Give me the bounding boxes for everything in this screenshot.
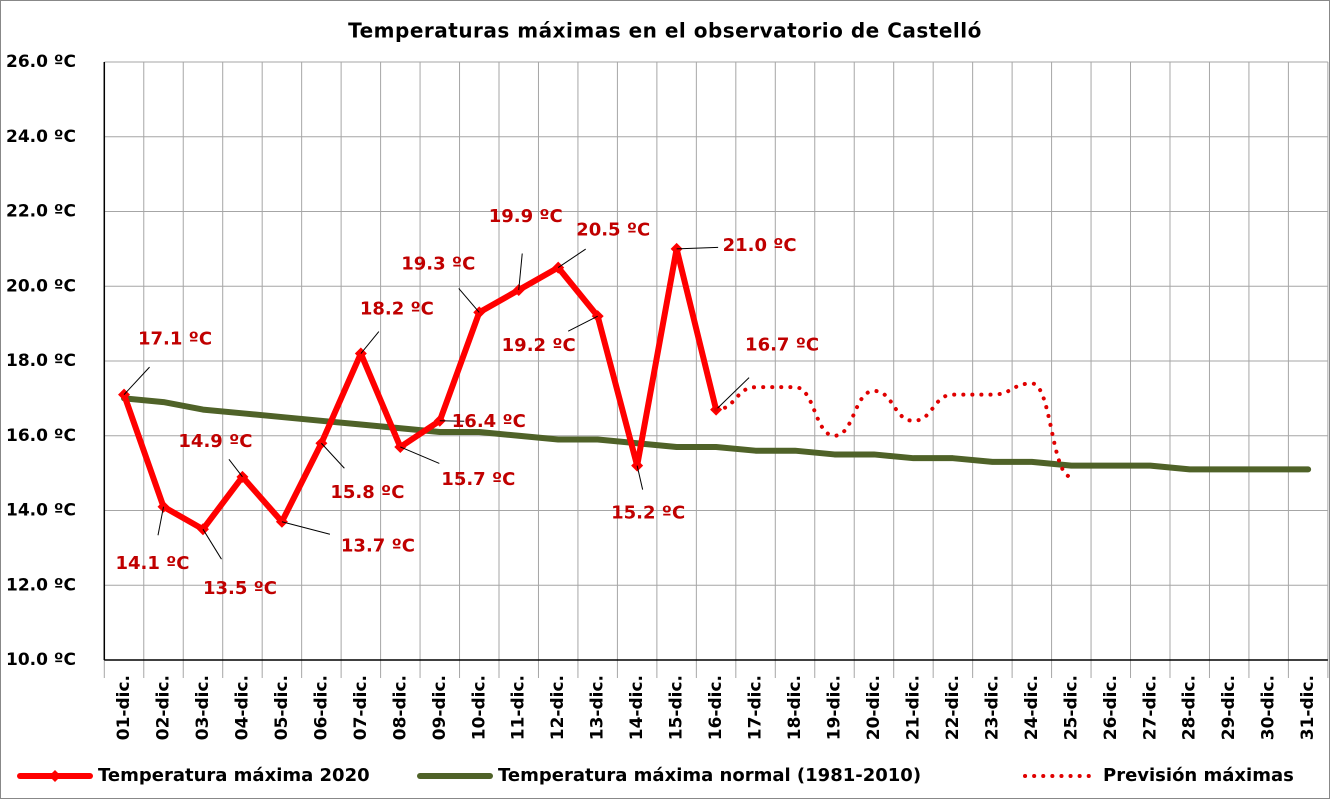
y-tick-label: 24.0 ºC xyxy=(6,127,76,147)
x-tick-label: 30-dic. xyxy=(1259,675,1279,740)
x-tick-label: 21-dic. xyxy=(903,675,923,740)
x-tick-label: 14-dic. xyxy=(627,675,647,740)
series-line xyxy=(121,395,1312,473)
x-tick-label: 15-dic. xyxy=(667,675,687,740)
x-tick-label: 10-dic. xyxy=(469,675,489,740)
data-label: 16.4 ºC xyxy=(452,411,526,432)
label-leader xyxy=(557,248,586,268)
x-tick-label: 27-dic. xyxy=(1140,675,1160,740)
x-tick-label: 19-dic. xyxy=(824,675,844,740)
y-tick-label: 18.0 ºC xyxy=(6,351,76,371)
x-tick-label: 29-dic. xyxy=(1219,675,1239,740)
y-tick-label: 20.0 ºC xyxy=(6,276,76,296)
label-leader xyxy=(202,528,222,560)
label-leader xyxy=(281,521,331,535)
x-tick-label: 24-dic. xyxy=(1022,675,1042,740)
data-label: 15.2 ºC xyxy=(611,503,685,524)
label-leader xyxy=(228,459,243,478)
y-tick-label: 22.0 ºC xyxy=(6,202,76,222)
label-leader xyxy=(458,288,480,313)
y-tick-label: 10.0 ºC xyxy=(6,650,76,670)
label-leader xyxy=(157,506,164,536)
label-leader xyxy=(360,331,380,354)
data-label: 21.0 ºC xyxy=(723,235,797,256)
x-tick-label: 07-dic. xyxy=(351,675,371,740)
legend-label: Temperatura máxima 2020 xyxy=(98,765,370,786)
y-tick-label: 16.0 ºC xyxy=(6,426,76,446)
data-label: 13.7 ºC xyxy=(341,536,415,557)
label-leader xyxy=(518,253,523,291)
y-tick-label: 14.0 ºC xyxy=(6,501,76,521)
data-label: 14.1 ºC xyxy=(115,553,189,574)
data-label: 17.1 ºC xyxy=(138,329,212,350)
x-tick-label: 12-dic. xyxy=(548,675,568,740)
x-tick-label: 04-dic. xyxy=(232,675,252,740)
x-tick-label: 03-dic. xyxy=(193,675,213,740)
x-tick-label: 22-dic. xyxy=(943,675,963,740)
x-tick-label: 18-dic. xyxy=(785,675,805,740)
x-tick-label: 02-dic. xyxy=(154,675,174,740)
data-label: 20.5 ºC xyxy=(576,220,650,241)
series-line xyxy=(714,381,1074,479)
label-leader xyxy=(439,420,465,422)
x-tick-label: 06-dic. xyxy=(311,675,331,740)
x-tick-label: 31-dic. xyxy=(1298,675,1318,740)
x-tick-label: 05-dic. xyxy=(272,675,292,740)
x-tick-label: 26-dic. xyxy=(1101,675,1121,740)
x-tick-label: 20-dic. xyxy=(864,675,884,740)
legend-label: Previsión máximas xyxy=(1103,765,1294,786)
label-leader xyxy=(567,315,598,332)
x-tick-label: 23-dic. xyxy=(982,675,1002,740)
y-tick-label: 12.0 ºC xyxy=(6,575,76,595)
x-tick-label: 01-dic. xyxy=(114,675,134,740)
label-leader xyxy=(676,246,719,250)
data-label: 15.7 ºC xyxy=(441,469,515,490)
data-label: 19.2 ºC xyxy=(502,335,576,356)
x-tick-label: 13-dic. xyxy=(588,675,608,740)
data-label: 18.2 ºC xyxy=(360,299,434,320)
x-tick-label: 16-dic. xyxy=(706,675,726,740)
data-label: 13.5 ºC xyxy=(203,578,277,599)
x-tick-label: 25-dic. xyxy=(1061,675,1081,740)
series-line xyxy=(121,245,720,533)
x-tick-label: 08-dic. xyxy=(390,675,410,740)
legend-marker xyxy=(49,770,61,782)
chart-title: Temperaturas máximas en el observatorio … xyxy=(348,19,982,43)
data-label: 16.7 ºC xyxy=(745,335,819,356)
data-label: 19.9 ºC xyxy=(489,206,563,227)
x-tick-label: 28-dic. xyxy=(1180,675,1200,740)
x-tick-label: 11-dic. xyxy=(509,675,529,740)
label-leader xyxy=(123,366,150,395)
data-label: 15.8 ºC xyxy=(330,482,404,503)
x-tick-label: 17-dic. xyxy=(746,675,766,740)
legend-label: Temperatura máxima normal (1981-2010) xyxy=(498,765,921,786)
x-tick-label: 09-dic. xyxy=(430,675,450,740)
label-leader xyxy=(321,442,345,469)
data-label: 14.9 ºC xyxy=(178,431,252,452)
label-leader xyxy=(400,446,440,464)
data-label: 19.3 ºC xyxy=(401,253,475,274)
y-tick-label: 26.0 ºC xyxy=(6,52,76,72)
label-leader xyxy=(636,465,644,490)
label-leader xyxy=(715,377,750,410)
